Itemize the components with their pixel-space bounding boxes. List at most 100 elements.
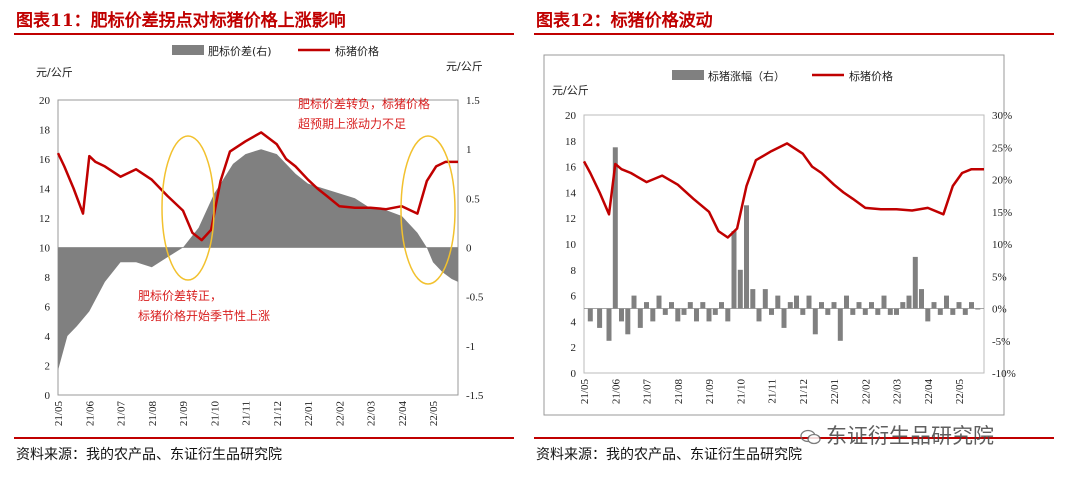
chart-12-x-tick-label: 22/01: [829, 379, 841, 404]
chart-12-left-tick-label: 8: [571, 265, 577, 277]
chart-12-bar: [806, 295, 812, 309]
chart-11-right-tick-label: -1.5: [466, 390, 484, 402]
chart-11-x-tick-label: 21/05: [53, 401, 65, 427]
chart-12-bar: [875, 308, 881, 315]
chart-11-x-tick-label: 22/02: [334, 401, 346, 426]
chart-12-bar: [650, 308, 656, 322]
chart-11-left-tick-label: 20: [39, 95, 51, 107]
chart-12-bar: [637, 308, 643, 328]
chart-12-bar: [844, 295, 849, 309]
chart-12-right-tick-label: 30%: [992, 110, 1012, 122]
chart-12-bar: [644, 302, 649, 309]
chart-12-left-tick-label: 12: [565, 213, 576, 225]
chart-11-x-tick-label: 21/11: [241, 401, 253, 426]
chart-12-legend-line: 标猪价格: [849, 69, 893, 83]
chart-11-top-rule: [14, 33, 514, 35]
chart-12-bar: [694, 308, 699, 322]
chart-12-x-tick-label: 21/10: [735, 379, 747, 405]
chart-11-left-unit: 元/公斤: [36, 66, 73, 79]
chart-11-x-tick-label: 21/12: [272, 401, 284, 426]
chart-12-right-tick-label: 25%: [992, 142, 1012, 154]
chart-12-bar: [706, 308, 712, 322]
chart-11-price-line: [56, 131, 458, 242]
watermark-text: 东证衍生品研究院: [826, 424, 994, 448]
chart-12-bar: [906, 295, 912, 309]
chart-11-right-tick-label: -0.5: [466, 292, 484, 304]
chart-11-annotation-1b: 超预期上涨动力不足: [298, 116, 406, 131]
chart-12-bar: [837, 308, 843, 341]
chart-12-bar: [737, 269, 743, 309]
chart-11-source: 资料来源：我的农产品、东证衍生品研究院: [16, 447, 282, 463]
chart-12-x-tick-label: 21/07: [642, 379, 654, 405]
chart-12-right-tick-label: 10%: [992, 239, 1012, 251]
chart-12-left-tick-label: 14: [565, 187, 577, 199]
chart-12-bar: [744, 205, 749, 309]
chart-12-bar: [900, 302, 906, 309]
chart-11-bottom-rule: [14, 437, 514, 439]
chart-12-bar: [619, 308, 624, 322]
chart-12-left-tick-label: 18: [565, 136, 577, 148]
chart-12-bar: [819, 302, 824, 309]
chart-12-bar: [856, 302, 862, 309]
chart-12-plot-frame: [583, 114, 985, 374]
chart-12-price-line: [582, 142, 984, 239]
chart-12-left-tick-label: 16: [565, 162, 577, 174]
chart-12-bar: [869, 302, 874, 309]
chart-11-legend-area: 肥标价差(右): [208, 44, 272, 58]
chart-12-bar: [862, 308, 868, 315]
chart-12-x-tick-label: 21/08: [673, 379, 685, 405]
chart-12-bar: [725, 308, 731, 322]
chart-12-legend-bar: 标猪涨幅（右）: [708, 69, 785, 83]
chart-11-title: 图表11：肥标价差拐点对标猪价格上涨影响: [16, 11, 346, 31]
chart-11-highlight-ellipse-2: [400, 135, 456, 285]
chart-11-right-tick-label: 0: [466, 243, 472, 255]
chart-12-bar: [687, 302, 693, 309]
chart-12-right-tick-label: 20%: [992, 175, 1012, 187]
chart-12-left-tick-label: 20: [565, 110, 577, 122]
chart-12-bar: [781, 308, 787, 328]
chart-12-bar: [669, 302, 674, 309]
chart-11-annotation-2a: 肥标价差转正，: [138, 288, 222, 303]
chart-11-left-tick-label: 10: [39, 243, 51, 255]
watermark: 东证衍生品研究院: [800, 420, 994, 450]
chart-12-bar: [606, 308, 612, 341]
chart-12-left-tick-label: 2: [571, 342, 577, 354]
chart-12-bar: [794, 295, 799, 309]
chart-11-right-tick-label: -1: [466, 341, 475, 353]
chart-12-x-tick-label: 21/06: [610, 379, 622, 405]
chart-12-bottom-rule: [534, 437, 1054, 439]
chart-11-left-tick-label: 6: [45, 302, 51, 314]
chart-12-right-tick-label: 5%: [992, 271, 1007, 283]
chart-11-annotation-2b: 标猪价格开始季节性上涨: [138, 308, 270, 323]
chart-11-annotation-1a: 肥标价差转负，标猪价格: [298, 96, 430, 111]
chart-12-bar: [812, 308, 818, 335]
chart-11-x-tick-label: 22/05: [428, 401, 440, 427]
chart-12-bar: [597, 308, 603, 328]
chart-11-highlight-ellipse-1: [161, 135, 215, 281]
chart-11-x-tick-label: 21/07: [116, 401, 128, 427]
chart-12-bar: [912, 256, 918, 309]
chart-12-bar: [712, 308, 718, 315]
wechat-icon: [800, 429, 821, 445]
chart-11-x-tick-label: 21/10: [209, 401, 221, 427]
chart-12-bar: [681, 308, 687, 315]
chart-12-left-unit: 元/公斤: [552, 84, 589, 97]
chart-12-left-tick-label: 4: [571, 316, 577, 328]
chart-12-bar: [762, 289, 768, 309]
chart-12-bar: [831, 302, 837, 309]
chart-12-x-tick-label: 22/04: [923, 379, 935, 405]
chart-12-bar: [700, 302, 706, 309]
chart-12-bar: [756, 308, 762, 322]
chart-11-left-tick-label: 8: [45, 272, 51, 284]
chart-12-bar: [962, 308, 968, 315]
chart-12-bar: [662, 308, 668, 315]
chart-11-right-tick-label: 1: [466, 144, 472, 156]
chart-12-source: 资料来源：我的农产品、东证衍生品研究院: [536, 447, 802, 463]
chart-12-bar: [625, 308, 631, 335]
chart-12-bar: [931, 302, 937, 309]
chart-11-x-tick-label: 22/03: [366, 401, 378, 427]
chart-12-bar: [587, 308, 593, 322]
chart-12-bar: [919, 289, 924, 309]
chart-12-bar: [631, 295, 637, 309]
chart-12-right-tick-label: 15%: [992, 207, 1012, 219]
